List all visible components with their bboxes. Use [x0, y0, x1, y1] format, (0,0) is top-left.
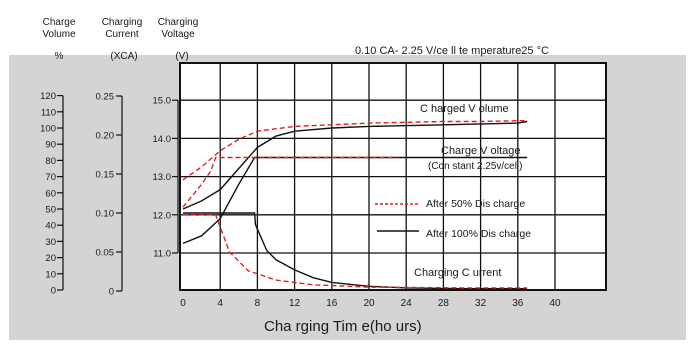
axis-tick-label: 12.0 [153, 210, 172, 221]
axis-header-line1: Charging [102, 17, 143, 28]
axis-header-line2: Current [105, 29, 139, 40]
axis-tick-label: 50 [45, 205, 56, 216]
legend-label-100: After 100% Dis charge [426, 228, 531, 240]
series-charged-volume-100 [182, 120, 528, 210]
axis-tick-label: 110 [41, 107, 56, 118]
axis-tick-label: 120 [40, 91, 56, 102]
charged-volume-label: C harged V olume [420, 103, 509, 115]
x-tick-label: 12 [289, 298, 301, 309]
axis-unit-label: % [55, 51, 64, 62]
axis-tick-label: 10 [45, 269, 56, 280]
grid [180, 63, 606, 290]
legend-label-50: After 50% Dis charge [426, 198, 525, 210]
x-tick-label: 28 [438, 298, 450, 309]
series-charge-voltage-50 [182, 156, 397, 208]
series-charging-current-50 [183, 213, 528, 289]
axis-tick-label: 60 [45, 188, 56, 199]
series-charged-volume-50 [182, 119, 528, 181]
axis-header-line2: Voltage [161, 29, 195, 40]
axis-tick-label: 13.0 [153, 172, 172, 183]
axis-header-line1: Charge [43, 17, 76, 28]
axis-tick-label: 0.20 [96, 131, 115, 142]
axis-tick-label: 0.25 [96, 92, 115, 103]
constant-voltage-label: (Con stant 2.25v/cell) [428, 161, 523, 172]
axis-tick-label: 0 [51, 286, 56, 297]
x-tick-label: 8 [255, 298, 261, 309]
axis-tick-label: 100 [40, 124, 56, 135]
axis-tick-label: 80 [45, 156, 56, 167]
axis-tick-label: 11.0 [153, 249, 171, 260]
axis-tick-label: 0.15 [96, 170, 115, 181]
series-charge-voltage-100 [182, 156, 528, 245]
x-tick-label: 4 [217, 298, 223, 309]
axis-tick-label: 0.05 [96, 248, 115, 259]
x-tick-label: 20 [363, 298, 375, 309]
charging-current-label: Charging C urrent [414, 267, 501, 279]
charge-voltage-label: Charge V oltage [441, 145, 521, 157]
x-tick-label: 36 [512, 298, 524, 309]
axis-tick-label: 70 [45, 172, 56, 183]
series-lines [182, 119, 528, 290]
axis-tick-label: 0.10 [96, 209, 115, 220]
x-axis-title: Cha rging Tim e(ho urs) [264, 318, 422, 335]
axis-tick-label: 0 [109, 287, 114, 298]
x-tick-label: 40 [549, 298, 561, 309]
x-axis: 0 4 8 12 16 20 24 28 32 36 40 [180, 298, 561, 309]
x-tick-label: 0 [180, 298, 186, 309]
x-tick-label: 16 [326, 298, 338, 309]
axis-header-line1: Charging [158, 17, 199, 28]
axis-tick-label: 20 [45, 253, 56, 264]
plot-frame [179, 62, 607, 291]
x-tick-label: 24 [401, 298, 413, 309]
axis-unit-label: (V) [175, 51, 188, 62]
axis-tick-label: 14.0 [153, 134, 172, 145]
axis-tick-label: 90 [45, 140, 56, 151]
axis-unit-label: (XCA) [110, 51, 137, 62]
x-tick-label: 32 [475, 298, 487, 309]
axis-tick-label: 40 [45, 221, 56, 232]
legend: After 50% Dis charge After 100% Dis char… [375, 198, 531, 240]
chart-title: 0.10 CA- 2.25 V/ce ll te mperature25 °C [355, 45, 549, 57]
axis-tick-label: 15.0 [153, 96, 172, 107]
axis-header-line2: Volume [42, 29, 76, 40]
axis-tick-label: 30 [45, 237, 56, 248]
